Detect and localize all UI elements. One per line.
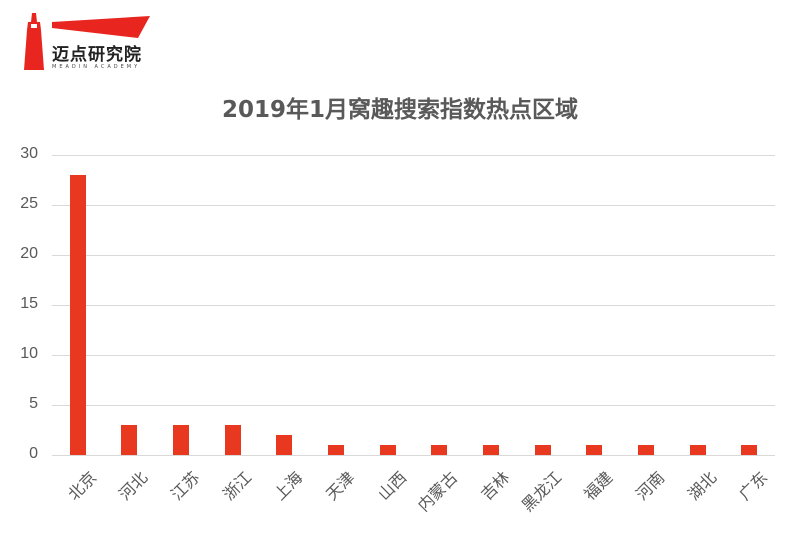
y-tick-label: 15 — [20, 295, 38, 312]
bar — [69, 175, 86, 455]
gridline — [52, 155, 775, 156]
y-tick-label: 5 — [29, 395, 38, 412]
bar — [173, 425, 190, 455]
lighthouse-logo-icon — [24, 13, 150, 70]
gridline — [52, 255, 775, 256]
bar — [586, 445, 603, 455]
x-tick-label: 上海 — [270, 467, 307, 504]
bar — [276, 435, 293, 455]
chart-title: 2019年1月窝趣搜索指数热点区域 — [221, 97, 579, 123]
bar — [121, 425, 138, 455]
x-tick-label: 黑龙江 — [517, 467, 565, 516]
x-tick-label: 内蒙古 — [414, 467, 462, 516]
y-tick-label: 20 — [20, 245, 38, 262]
y-tick-label: 10 — [20, 345, 38, 362]
bar — [534, 445, 551, 455]
x-tick-label: 江苏 — [167, 467, 204, 504]
bar — [637, 445, 654, 455]
x-tick-label: 河南 — [632, 467, 669, 504]
y-tick-label: 30 — [20, 145, 38, 162]
y-tick-label: 0 — [29, 445, 38, 462]
x-tick-label: 天津 — [322, 467, 359, 504]
x-tick-label: 山西 — [373, 467, 410, 504]
gridline — [52, 205, 775, 206]
gridline — [52, 355, 775, 356]
gridline — [52, 405, 775, 406]
bar — [431, 445, 448, 455]
bar — [741, 445, 758, 455]
bar — [379, 445, 396, 455]
logo-subtitle: MEADIN ACADEMY — [52, 64, 141, 70]
bar — [224, 425, 241, 455]
y-tick-label: 25 — [20, 195, 38, 212]
gridline — [52, 305, 775, 306]
x-tick-label: 吉林 — [477, 467, 514, 504]
logo — [20, 10, 160, 75]
x-tick-label: 河北 — [115, 467, 152, 504]
x-tick-label: 福建 — [580, 467, 617, 504]
x-tick-label: 广东 — [735, 467, 772, 504]
x-tick-label: 湖北 — [683, 467, 720, 504]
x-tick-label: 北京 — [64, 467, 101, 504]
bar — [328, 445, 345, 455]
bar — [482, 445, 499, 455]
x-tick-label: 浙江 — [218, 467, 256, 504]
bar — [689, 445, 706, 455]
logo-name: 迈点研究院 — [52, 45, 142, 65]
gridline — [52, 455, 775, 456]
